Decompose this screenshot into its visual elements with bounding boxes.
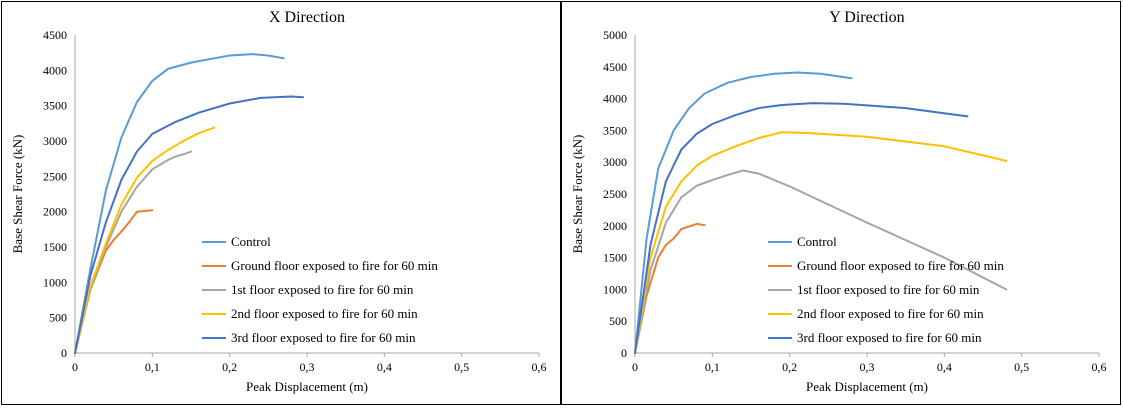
y-tick-label: 2000: [603, 219, 627, 233]
y-tick-label: 1000: [603, 282, 627, 296]
legend-label: 2nd floor exposed to fire for 60 min: [797, 306, 984, 321]
x-tick-label: 0,3: [860, 360, 875, 374]
x-tick-label: 0,6: [1092, 360, 1107, 374]
legend-label: Control: [797, 234, 837, 249]
chart-panel-y-direction: Y Direction 0 0,1 0,2 0,3 0,4 0,5 0,6 0 500 1000 15…: [561, 1, 1121, 405]
x-tick-label: 0,4: [377, 360, 392, 374]
y-tick-label: 2500: [603, 187, 627, 201]
legend-label: Ground floor exposed to fire for 60 min: [797, 258, 1004, 273]
x-tick-label: 0,2: [782, 360, 797, 374]
chart-y-direction: Y Direction 0 0,1 0,2 0,3 0,4 0,5 0,6 0 500 1000 15…: [570, 9, 1107, 394]
series-line-5: [634, 102, 969, 354]
y-tick-label: 3000: [603, 155, 627, 169]
series-line-1: [74, 53, 285, 354]
y-tick-label: 4000: [603, 92, 627, 106]
chart-x-direction: X Direction 0 0,1 0,2 0,3 0,4 0,5 0,6 0 500 1000 15…: [10, 9, 547, 394]
y-tick-label: 5000: [603, 28, 627, 42]
legend-label: 3rd floor exposed to fire for 60 min: [231, 330, 416, 345]
legend-label: 1st floor exposed to fire for 60 min: [797, 282, 980, 297]
y-tick-label: 1500: [43, 240, 67, 254]
y-tick-label: 4500: [603, 60, 627, 74]
legend-label: Control: [231, 234, 271, 249]
chart-panel-x-direction: X Direction 0 0,1 0,2 0,3 0,4 0,5 0,6 0 500 1000 15…: [1, 1, 561, 405]
series-line-4: [634, 131, 1008, 354]
x-tick-label: 0,4: [937, 360, 952, 374]
x-tick-label: 0,3: [300, 360, 315, 374]
legend-label: Ground floor exposed to fire for 60 min: [231, 258, 438, 273]
y-tick-label: 3500: [603, 123, 627, 137]
x-tick-label: 0,1: [145, 360, 160, 374]
x-tick-label: 0,6: [532, 360, 547, 374]
y-tick-label: 1000: [43, 275, 67, 289]
y-tick-label: 1500: [603, 251, 627, 265]
y-tick-label: 500: [49, 311, 67, 325]
y-tick-label: 3500: [43, 99, 67, 113]
y-tick-label: 0: [61, 346, 67, 360]
y-axis-label: Base Shear Force (kN): [10, 135, 25, 254]
y-tick-label: 4000: [43, 63, 67, 77]
series-line-3: [634, 169, 1008, 354]
x-tick-label: 0: [632, 360, 638, 374]
y-axis-label: Base Shear Force (kN): [570, 135, 585, 254]
series-line-5: [74, 95, 305, 354]
y-tick-label: 2000: [43, 205, 67, 219]
y-tick-label: 3000: [43, 134, 67, 148]
y-tick-label: 0: [621, 346, 627, 360]
legend-label: 2nd floor exposed to fire for 60 min: [231, 306, 418, 321]
legend-label: 1st floor exposed to fire for 60 min: [231, 282, 414, 297]
x-axis-label: Peak Displacement (m): [806, 379, 928, 394]
x-tick-label: 0,2: [222, 360, 237, 374]
y-tick-label: 4500: [43, 28, 67, 42]
series-line-3: [74, 150, 192, 354]
x-tick-label: 0,1: [705, 360, 720, 374]
series-line-1: [634, 71, 853, 354]
chart-title: Y Direction: [829, 9, 904, 26]
series-line-2: [634, 222, 706, 354]
y-tick-label: 2500: [43, 169, 67, 183]
y-tick-label: 500: [609, 314, 627, 328]
chart-title: X Direction: [269, 9, 345, 26]
x-tick-label: 0: [72, 360, 78, 374]
x-tick-label: 0,5: [454, 360, 469, 374]
x-tick-label: 0,5: [1014, 360, 1029, 374]
x-axis-label: Peak Displacement (m): [246, 379, 368, 394]
series-line-4: [74, 126, 216, 354]
legend-label: 3rd floor exposed to fire for 60 min: [797, 330, 982, 345]
